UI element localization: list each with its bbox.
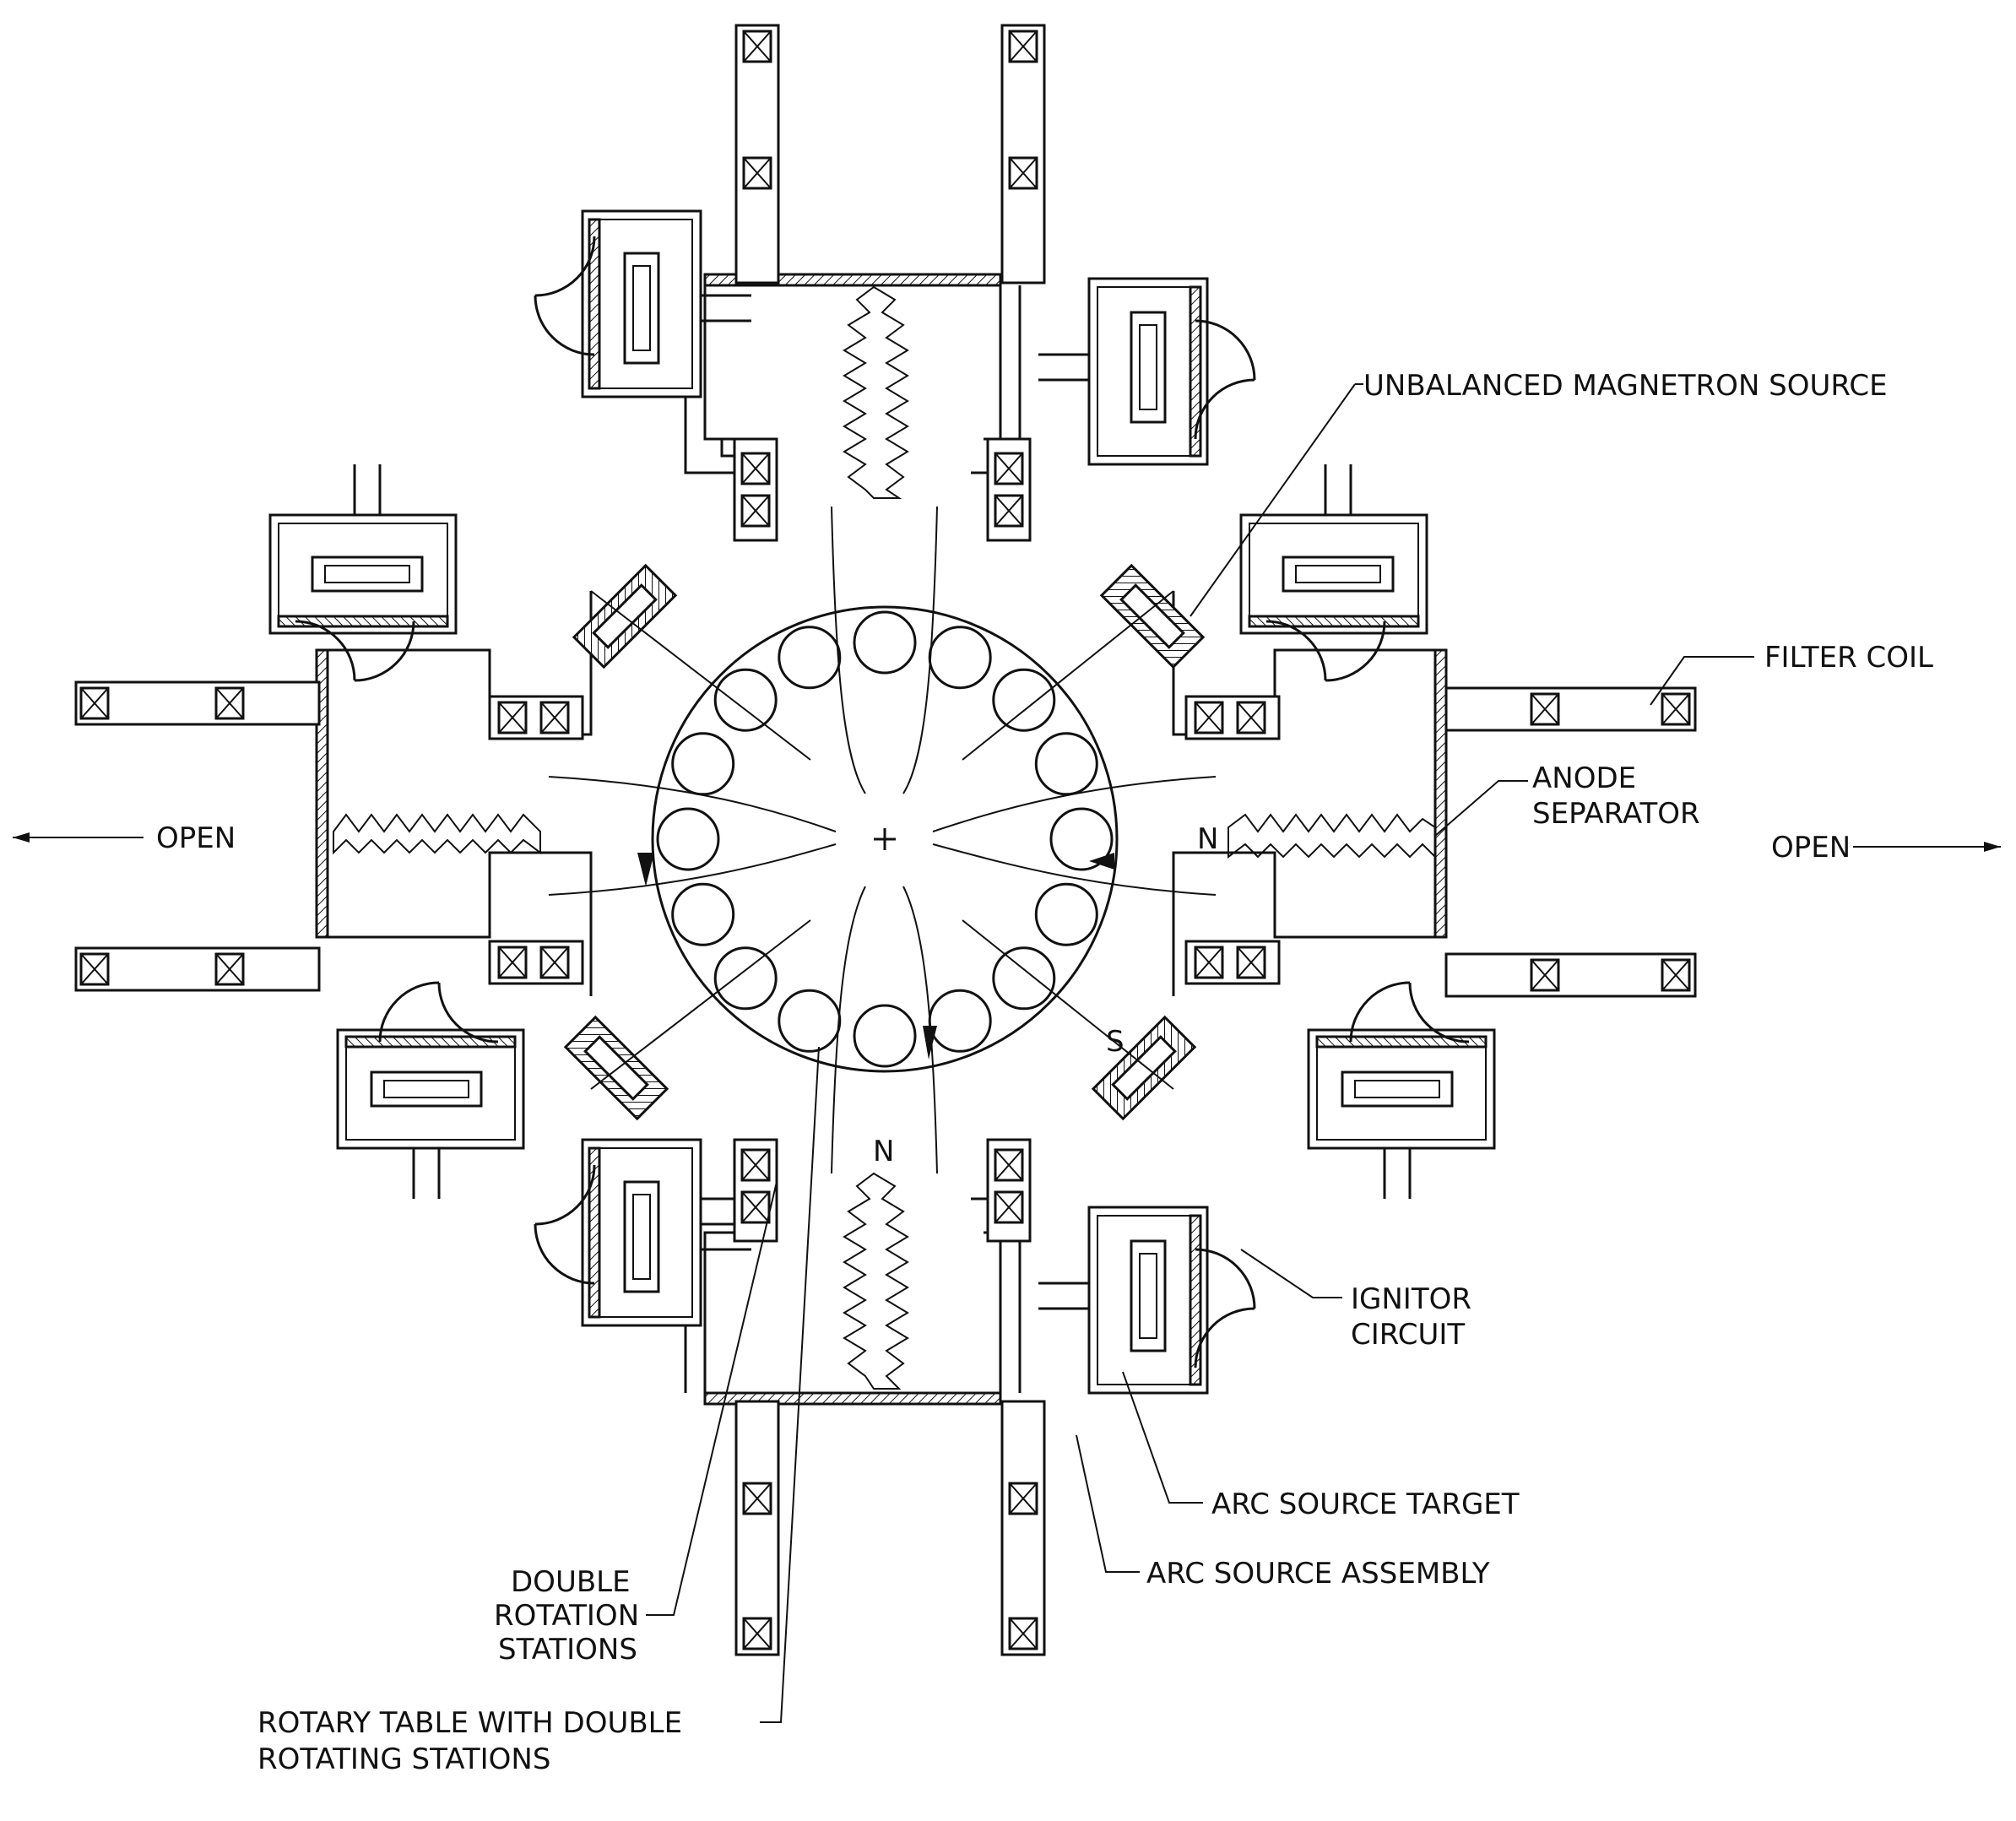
callout-leaders xyxy=(13,383,2001,1723)
rotation-station xyxy=(1034,882,1098,946)
label-stations: STATIONS xyxy=(498,1633,637,1667)
arc-source-units xyxy=(268,209,1496,1395)
double-rotation-stations xyxy=(656,610,1114,1068)
anode-separators xyxy=(333,285,1436,1390)
label-unbalanced-magnetron: UNBALANCED MAGNETRON SOURCE xyxy=(1363,369,1888,403)
label-double: DOUBLE xyxy=(511,1565,631,1599)
label-ignitor: IGNITOR xyxy=(1351,1282,1471,1316)
rotation-station xyxy=(713,668,778,732)
label-filter-coil: FILTER COIL xyxy=(1764,641,1933,675)
rotation-station xyxy=(671,732,735,796)
rotation-station xyxy=(671,882,735,946)
rotary-table xyxy=(548,506,1217,1174)
label-open-right: OPEN xyxy=(1771,831,1851,864)
filter-coil-arms xyxy=(74,24,1697,1656)
label-arc-source-target: ARC SOURCE TARGET xyxy=(1211,1488,1520,1521)
rotation-station xyxy=(1034,732,1098,796)
label-circuit: CIRCUIT xyxy=(1351,1318,1465,1352)
rotation-station xyxy=(992,946,1056,1011)
rotation-station xyxy=(928,989,992,1053)
label-anode: ANODE xyxy=(1532,761,1636,795)
label-separator: SEPARATOR xyxy=(1532,797,1700,831)
rotation-station xyxy=(853,1004,917,1068)
rotation-station xyxy=(713,946,778,1011)
label-pole-n-right: N xyxy=(1197,822,1218,856)
rotation-station xyxy=(853,610,917,675)
label-rotation: ROTATION xyxy=(494,1599,639,1633)
rotation-station xyxy=(992,668,1056,732)
label-rotating-stations: ROTATING STATIONS xyxy=(257,1742,550,1776)
rotation-station xyxy=(656,807,720,871)
label-pole-s: S xyxy=(1106,1025,1125,1059)
rotation-station xyxy=(778,989,842,1053)
inner-coils xyxy=(488,437,1281,1243)
rotation-station xyxy=(1049,807,1114,871)
rotation-station xyxy=(778,626,842,690)
label-open-left: OPEN xyxy=(156,821,236,855)
label-arc-source-assembly: ARC SOURCE ASSEMBLY xyxy=(1146,1557,1490,1591)
label-rotary-table: ROTARY TABLE WITH DOUBLE xyxy=(257,1706,682,1740)
label-pole-n-bottom: N xyxy=(873,1135,894,1168)
labels: UNBALANCED MAGNETRON SOURCE FILTER COIL … xyxy=(156,369,1933,1776)
rotation-station xyxy=(928,626,992,690)
